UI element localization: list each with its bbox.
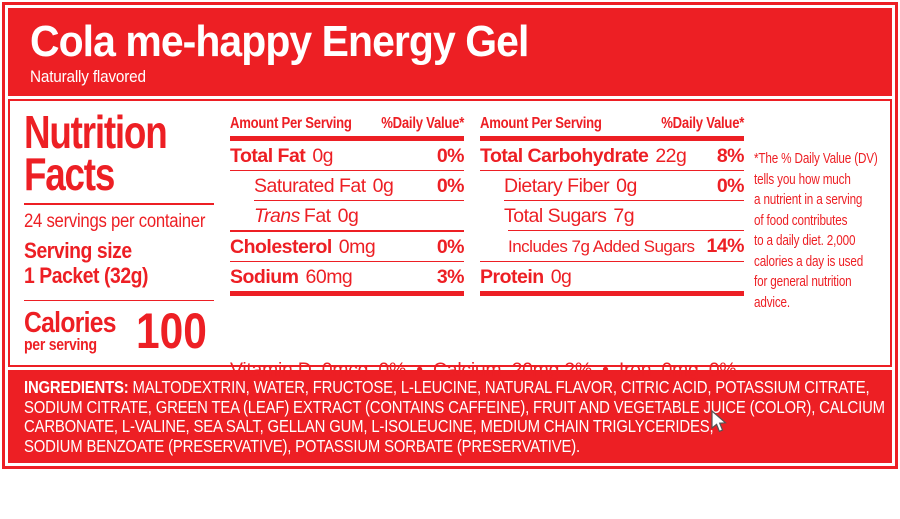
column-header: Amount Per Serving %Daily Value* — [230, 115, 464, 132]
ingredients-line-1: INGREDIENTS: MALTODEXTRIN, WATER, FRUCTO… — [24, 377, 870, 397]
thin-rule — [230, 261, 464, 262]
micronutrients: Vitamin D 0mcg 0% • Calcium 20mg 2% • Ir… — [230, 303, 744, 519]
footnote-line: advice. — [754, 293, 790, 311]
nutrient-row-dietary-fiber: Dietary Fiber 0g 0% — [504, 174, 745, 197]
product-title: Cola me-happy Energy Gel — [30, 17, 529, 66]
nutrition-label: Cola me-happy Energy Gel Naturally flavo… — [2, 2, 898, 469]
calories-sub-label: per serving — [24, 336, 97, 354]
divider — [24, 299, 214, 301]
nutrient-row-total-sugars: Total Sugars 7g — [504, 204, 635, 227]
serving-size-value: 1 Packet (32g) — [24, 262, 149, 288]
nutrient-row-protein: Protein 0g — [480, 265, 572, 288]
thin-rule — [508, 230, 744, 231]
daily-value-header: %Daily Value* — [661, 115, 745, 132]
nutrition-facts-title-line2: Facts — [24, 148, 115, 200]
thin-rule — [480, 170, 744, 171]
calories-labels: Calories per serving — [24, 307, 132, 354]
facts-summary-column: Nutrition Facts 24 servings per containe… — [24, 101, 214, 365]
footnote-line: of food contributes — [754, 211, 848, 229]
thin-rule — [480, 261, 744, 262]
nutrient-row-cholesterol: Cholesterol 0mg 0% — [230, 235, 465, 258]
nutrient-row-total-carbohydrate: Total Carbohydrate 22g 8% — [480, 144, 745, 167]
thick-rule — [480, 291, 744, 296]
footnote-line: tells you how much — [754, 170, 851, 188]
servings-per-container: 24 servings per container — [24, 210, 206, 232]
daily-value-header: %Daily Value* — [381, 115, 465, 132]
ingredients-line-4: SODIUM BENZOATE (PRESERVATIVE), POTASSIU… — [24, 435, 580, 456]
calories-value: 100 — [136, 303, 207, 359]
nutrient-column-fat-sodium: Amount Per Serving %Daily Value* Total F… — [230, 115, 465, 296]
thin-rule — [254, 200, 464, 201]
calories-label: Calories — [24, 307, 117, 339]
thick-rule — [480, 136, 744, 141]
divider — [24, 203, 214, 205]
nutrient-row-added-sugars: Includes 7g Added Sugars 14% — [508, 234, 744, 257]
nutrient-row-total-fat: Total Fat 0g 0% — [230, 144, 465, 167]
thick-rule — [230, 291, 464, 296]
nutrition-facts-panel: Nutrition Facts 24 servings per containe… — [8, 99, 892, 462]
ingredients-line-2: SODIUM CITRATE, GREEN TEA (LEAF) EXTRACT… — [24, 396, 885, 417]
thin-rule — [504, 200, 744, 201]
serving-size-label: Serving size — [24, 237, 132, 263]
footnote-line: a nutrient in a serving — [754, 191, 863, 208]
product-subtitle: Naturally flavored — [30, 67, 146, 86]
ingredients-label: INGREDIENTS: — [24, 377, 129, 397]
micronutrients-line-1: Vitamin D 0mcg 0% • Calcium 20mg 2% • Ir… — [230, 359, 737, 381]
medium-rule — [230, 230, 464, 232]
mouse-cursor-icon — [711, 410, 727, 433]
column-header: Amount Per Serving %Daily Value* — [480, 115, 744, 132]
ingredients-line-3: CARBONATE, L-VALINE, SEA SALT, GELLAN GU… — [24, 416, 714, 436]
brand-header: Cola me-happy Energy Gel Naturally flavo… — [8, 8, 892, 96]
footnote-line: for general nutrition — [754, 273, 852, 290]
amount-per-serving-header: Amount Per Serving — [480, 115, 602, 132]
nutrition-facts-title-line1: Nutrition — [24, 106, 168, 158]
micronutrients-line-2: Potassium 40mg 0% — [230, 440, 414, 462]
nutrient-columns: Amount Per Serving %Daily Value* Total F… — [230, 101, 745, 462]
nutrient-row-trans-fat: Trans Fat 0g — [254, 204, 359, 227]
footnote-line: calories a day is used — [754, 252, 864, 270]
amount-per-serving-header: Amount Per Serving — [230, 115, 352, 132]
ingredients-section: INGREDIENTS: MALTODEXTRIN, WATER, FRUCTO… — [8, 370, 892, 463]
daily-value-footnote: *The % Daily Value (DV) tells you how mu… — [754, 101, 899, 365]
nutrient-row-sodium: Sodium 60mg 3% — [230, 265, 465, 288]
nutrient-row-saturated-fat: Saturated Fat 0g 0% — [254, 174, 465, 197]
footnote-line: to a daily diet. 2,000 — [754, 232, 856, 249]
calories-row: Calories per serving 100 — [24, 303, 214, 359]
thick-rule — [230, 136, 464, 141]
nutrient-column-carb-protein: Amount Per Serving %Daily Value* Total C… — [480, 115, 745, 296]
thin-rule — [230, 170, 464, 171]
footnote-line: *The % Daily Value (DV) — [754, 150, 878, 167]
